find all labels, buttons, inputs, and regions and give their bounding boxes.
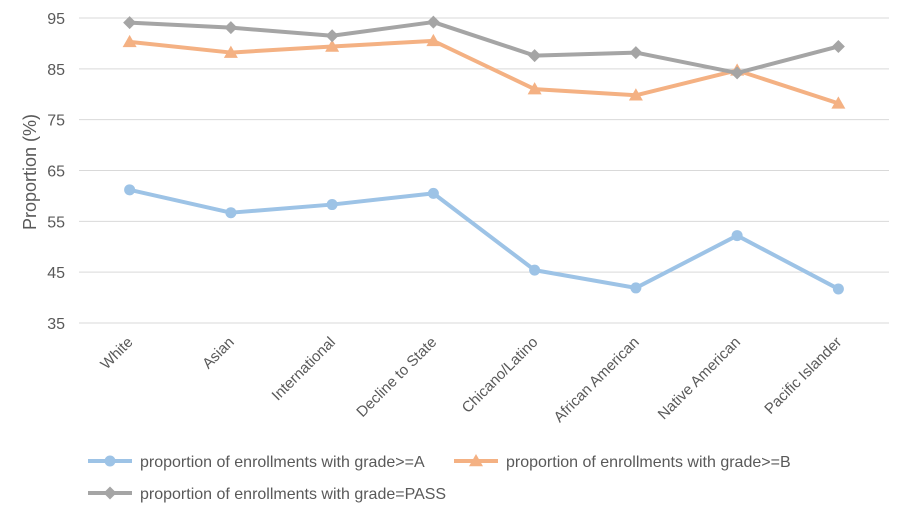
data-point [628, 88, 643, 101]
x-tick-label: Asian [199, 334, 238, 373]
legend-entry: proportion of enrollments with grade>=B [454, 454, 791, 471]
data-point [124, 184, 136, 196]
x-axis-ticks: White Asian International Decline to State C… [97, 334, 845, 426]
y-tick-label: 75 [47, 113, 65, 130]
x-tick-label: International [269, 334, 339, 404]
y-axis-ticks: 35 45 55 65 75 85 95 [47, 11, 65, 333]
x-tick-label: African American [551, 334, 643, 426]
x-tick-label: Chicano/Latino [459, 334, 542, 417]
series-1 [124, 184, 844, 295]
data-point [122, 34, 137, 48]
series-line [129, 20, 839, 75]
series-line [129, 187, 840, 291]
y-tick-label: 45 [47, 265, 65, 282]
data-point [427, 187, 439, 199]
data-point [832, 283, 844, 295]
legend-label: proportion of enrollments with grade>=B [506, 454, 791, 471]
data-point [224, 21, 238, 35]
x-tick-label: Native American [655, 334, 744, 423]
data-point [529, 264, 541, 276]
data-point [528, 49, 542, 63]
data-point [426, 33, 441, 47]
data-point [831, 96, 846, 109]
gridlines [79, 17, 889, 324]
legend-marker [103, 486, 117, 500]
legend-marker [104, 455, 116, 467]
data-point [730, 66, 744, 80]
data-point [831, 39, 845, 53]
data-point [426, 15, 440, 29]
legend-entry: proportion of enrollments with grade>=A [88, 454, 425, 471]
data-point [225, 207, 237, 219]
y-tick-label: 55 [47, 214, 65, 231]
legend-label: proportion of enrollments with grade=PAS… [140, 486, 446, 503]
series-group [122, 15, 846, 295]
legend-label: proportion of enrollments with grade>=A [140, 454, 425, 471]
data-point [630, 282, 642, 294]
y-axis-label: Proportion (%) [20, 114, 40, 230]
data-point [223, 45, 238, 58]
y-tick-label: 65 [47, 164, 65, 181]
series-3 [123, 15, 845, 80]
legend-entry: proportion of enrollments with grade=PAS… [88, 486, 446, 503]
data-point [325, 39, 340, 52]
series-line [129, 38, 839, 106]
x-tick-label: White [97, 334, 136, 373]
y-tick-label: 35 [47, 316, 65, 333]
y-tick-label: 95 [47, 11, 65, 28]
x-tick-label: Decline to State [353, 334, 440, 421]
legend: proportion of enrollments with grade>=A p… [88, 454, 791, 503]
data-point [731, 230, 743, 242]
y-tick-label: 85 [47, 62, 65, 79]
data-point [527, 82, 542, 95]
x-tick-label: Pacific Islander [761, 334, 845, 418]
data-point [325, 29, 339, 43]
data-point [326, 199, 338, 211]
legend-marker [469, 454, 483, 467]
data-point [629, 46, 643, 60]
series-2 [122, 33, 846, 109]
data-point [123, 16, 137, 30]
